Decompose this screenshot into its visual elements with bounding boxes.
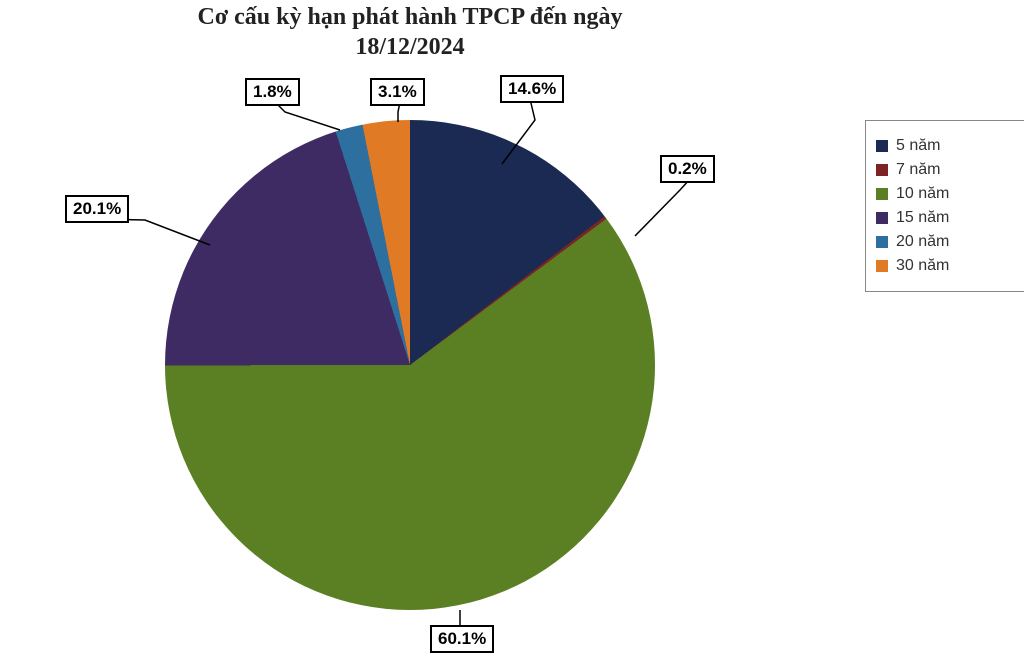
legend-label: 10 năm [896,185,1021,203]
legend-item-15nam: 15 năm [876,209,1021,227]
legend-swatch [876,212,888,224]
legend-item-30nam: 30 năm [876,257,1021,275]
legend-label: 20 năm [896,233,1021,251]
legend-item-10nam: 10 năm [876,185,1021,203]
legend-swatch [876,188,888,200]
data-label-10nam: 60.1% [430,625,494,653]
legend-item-5nam: 5 năm [876,137,1021,155]
data-label-20nam: 1.8% [245,78,300,106]
legend-label: 7 năm [896,161,1021,179]
data-label-30nam: 3.1% [370,78,425,106]
title-line-2: 18/12/2024 [355,34,464,60]
legend-label: 5 năm [896,137,1021,155]
chart-container: Cơ cấu kỳ hạn phát hành TPCP đến ngày 18… [0,0,1024,658]
legend-item-7nam: 7 năm [876,161,1021,179]
pie-wrap [165,120,655,610]
chart-title: Cơ cấu kỳ hạn phát hành TPCP đến ngày 18… [0,2,820,62]
legend: 5 năm 7 năm 10 năm 15 năm 20 năm 30 năm [865,120,1024,292]
title-line-1: Cơ cấu kỳ hạn phát hành TPCP đến ngày [198,4,623,30]
legend-swatch [876,236,888,248]
legend-swatch [876,260,888,272]
legend-swatch [876,140,888,152]
data-label-7nam: 0.2% [660,155,715,183]
legend-label: 15 năm [896,209,1021,227]
pie-chart [165,120,655,610]
data-label-5nam: 14.6% [500,75,564,103]
legend-swatch [876,164,888,176]
legend-label: 30 năm [896,257,1021,275]
legend-item-20nam: 20 năm [876,233,1021,251]
data-label-15nam: 20.1% [65,195,129,223]
